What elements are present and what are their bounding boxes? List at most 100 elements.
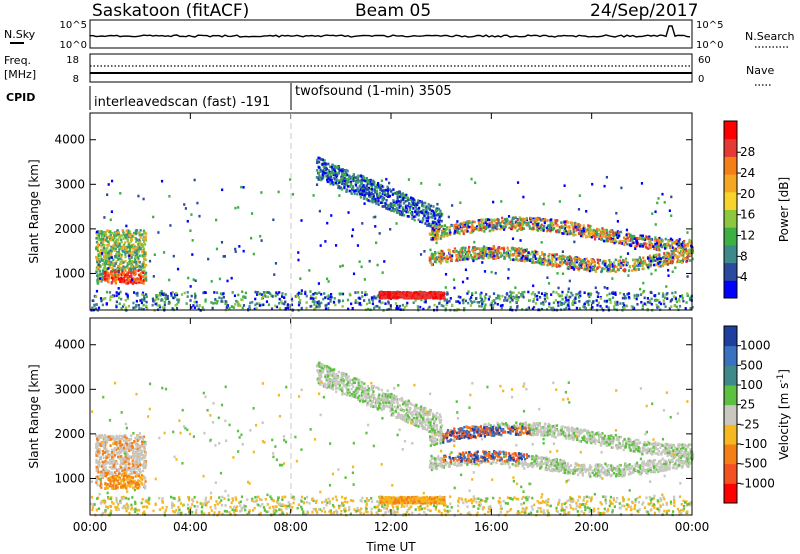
echo-cell (220, 240, 224, 244)
echo-cell (515, 294, 518, 297)
echo-cell (649, 246, 652, 250)
echo-cell (358, 179, 361, 183)
echo-cell (142, 298, 145, 302)
echo-cell (315, 304, 319, 307)
echo-cell (460, 255, 463, 259)
echo-cell (567, 290, 570, 294)
echo-cell (501, 216, 504, 220)
echo-cell (477, 301, 480, 304)
echo-cell (583, 232, 586, 236)
echo-cell (672, 295, 675, 298)
echo-cell (639, 244, 642, 248)
echo-cell (623, 295, 627, 298)
echo-cell (658, 254, 661, 258)
echo-cell (146, 307, 149, 311)
echo-cell (514, 216, 517, 220)
echo-cell (590, 266, 593, 270)
echo-cell (642, 267, 645, 271)
echo-cell (297, 258, 300, 262)
echo-cell (473, 252, 476, 256)
echo-cell (363, 179, 367, 183)
echo-cell (135, 229, 138, 232)
echo-cell (686, 275, 689, 278)
echo-cell (327, 171, 330, 175)
echo-cell (387, 307, 390, 311)
echo-cell (117, 238, 120, 242)
echo-cell (264, 295, 267, 298)
echo-cell (204, 300, 207, 303)
echo-cell (559, 300, 562, 304)
echo-cell (557, 257, 560, 261)
echo-cell (152, 215, 155, 219)
echo-cell (322, 297, 325, 301)
echo-cell (493, 299, 496, 302)
echo-cell (99, 278, 102, 282)
echo-cell (541, 301, 545, 304)
echo-cell (565, 230, 569, 234)
echo-cell (139, 229, 142, 232)
echo-cell (170, 292, 173, 295)
echo-cell (656, 262, 660, 265)
echo-cell (391, 291, 394, 294)
echo-cell (234, 303, 237, 306)
echo-cell (370, 191, 373, 195)
echo-cell (631, 238, 634, 241)
echo-cell (522, 217, 525, 221)
echo-cell (609, 240, 613, 243)
echo-cell (670, 214, 673, 218)
echo-cell (431, 209, 434, 213)
echo-cell (560, 260, 563, 264)
echo-cell (580, 227, 583, 231)
echo-cell (125, 233, 128, 237)
echo-cell (462, 225, 465, 228)
echo-cell (133, 269, 137, 273)
echo-cell (515, 225, 518, 228)
echo-cell (101, 303, 104, 307)
echo-cell (98, 234, 101, 237)
echo-cell (684, 243, 688, 246)
echo-cell (104, 262, 107, 266)
echo-cell (439, 292, 443, 296)
echo-cell (486, 247, 489, 251)
echo-cell (460, 247, 463, 250)
echo-cell (557, 293, 560, 296)
echo-cell (136, 291, 139, 295)
echo-cell (99, 231, 102, 235)
echo-cell (329, 295, 332, 299)
echo-cell (543, 297, 547, 301)
echo-cell (646, 257, 650, 260)
echo-cell (195, 304, 198, 307)
echo-cell (674, 291, 677, 294)
echo-cell (634, 268, 637, 272)
echo-cell (605, 231, 608, 235)
echo-cell (608, 237, 612, 241)
echo-cell (375, 186, 379, 189)
echo-cell (125, 224, 128, 228)
echo-cell (353, 189, 356, 193)
echo-cell (686, 244, 689, 248)
echo-cell (135, 246, 138, 250)
echo-cell (398, 195, 402, 199)
echo-cell (464, 268, 468, 272)
echo-cell (109, 218, 112, 222)
echo-cell (142, 197, 145, 201)
echo-cell (379, 291, 382, 294)
echo-cell (461, 280, 465, 284)
echo-cell (444, 228, 447, 231)
echo-cell (260, 191, 263, 194)
echo-cell (428, 305, 431, 309)
echo-cell (432, 291, 435, 295)
echo-cell (440, 214, 443, 218)
echo-cell (607, 234, 610, 237)
echo-cell (585, 267, 588, 271)
echo-cell (129, 280, 132, 284)
echo-cell (591, 306, 594, 309)
echo-cell (440, 304, 443, 307)
echo-cell (530, 258, 534, 262)
echo-cell (479, 296, 482, 299)
echo-cell (579, 262, 582, 265)
echo-cell (658, 240, 662, 243)
echo-cell (548, 226, 552, 230)
echo-cell (443, 224, 446, 228)
echo-cell (128, 269, 131, 272)
